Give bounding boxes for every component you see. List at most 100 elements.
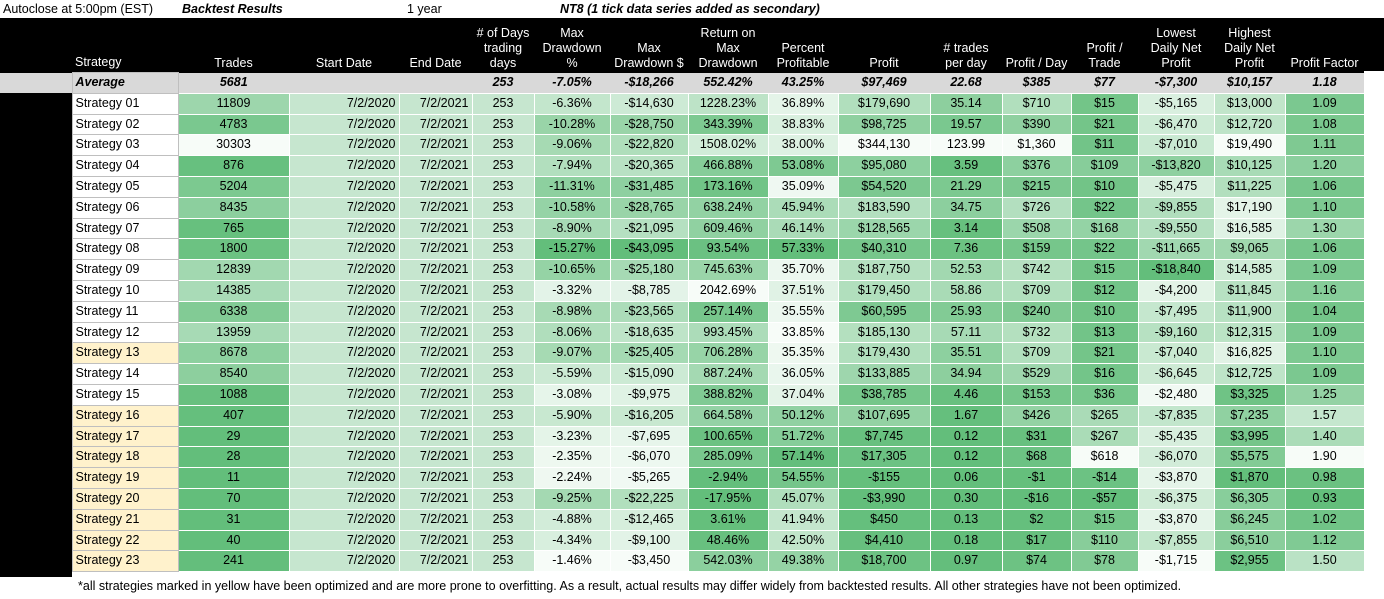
table-cell: 1.50 — [1284, 550, 1365, 573]
table-cell: $709 — [1001, 342, 1072, 365]
table-cell: 57.14% — [767, 446, 839, 469]
table-cell: $153 — [1001, 383, 1072, 406]
period-label: 1 year — [407, 2, 442, 16]
table-cell: 1.06 — [1284, 238, 1365, 261]
table-cell: $18,700 — [837, 550, 931, 573]
table-cell: 7/2/2020 — [288, 279, 400, 302]
table-cell: 7/2/2021 — [398, 134, 473, 157]
table-cell: 388.82% — [687, 383, 769, 406]
table-row: Strategy 18 28 7/2/2020 7/2/2021 253 -2.35% -$… — [0, 446, 1365, 469]
column-header: End Date — [399, 18, 472, 73]
table-cell: 100.65% — [687, 425, 769, 448]
column-header: Return on Max Drawdown — [688, 18, 768, 73]
table-cell: $11,845 — [1213, 279, 1286, 302]
report-title: Backtest Results — [182, 2, 283, 16]
table-cell: 253 — [471, 487, 535, 510]
table-cell: 8540 — [177, 363, 290, 385]
table-cell: 253 — [471, 446, 535, 469]
table-cell: 7/2/2021 — [398, 217, 473, 240]
table-cell: -$2,480 — [1137, 383, 1215, 406]
table-cell: -9.06% — [533, 134, 611, 157]
table-cell: 1.40 — [1284, 425, 1365, 448]
table-cell: 7/2/2020 — [288, 92, 400, 115]
column-header: Max Drawdown % — [534, 18, 610, 73]
table-cell: 7/2/2021 — [398, 425, 473, 448]
strategy-name: Strategy 23 — [71, 550, 179, 573]
table-cell: -17.95% — [687, 487, 769, 510]
table-cell: 7/2/2021 — [398, 529, 473, 552]
table-cell: 253 — [471, 259, 535, 281]
table-cell: $12,725 — [1213, 363, 1286, 385]
table-cell: -7.94% — [533, 155, 611, 177]
table-cell: -$22,820 — [609, 134, 689, 157]
table-cell: $36 — [1070, 383, 1139, 406]
row-blank — [0, 218, 72, 239]
strategy-name: Strategy 06 — [71, 196, 179, 219]
strategy-name: Strategy 10 — [71, 279, 179, 302]
table-cell: -$9,160 — [1137, 321, 1215, 344]
table-row: Strategy 03 30303 7/2/2020 7/2/2021 253 -9.06… — [0, 134, 1365, 157]
table-cell: $187,750 — [837, 259, 931, 281]
table-cell: $3,995 — [1213, 425, 1286, 448]
table-cell: $110 — [1070, 529, 1139, 552]
table-cell: $31 — [1001, 425, 1072, 448]
table-cell: 7/2/2020 — [288, 425, 400, 448]
autoclose-label: Autoclose at 5:00pm (EST) — [3, 2, 154, 16]
table-cell: -3.32% — [533, 279, 611, 302]
table-cell: 343.39% — [687, 113, 769, 136]
table-cell: -$6,645 — [1137, 363, 1215, 385]
table-cell: 1.02 — [1284, 508, 1365, 531]
table-cell: 7/2/2020 — [288, 134, 400, 157]
table-cell: 36.89% — [767, 92, 839, 115]
table-cell: 19.57 — [929, 113, 1003, 136]
table-row: Strategy 09 12839 7/2/2020 7/2/2021 253 -10.6… — [0, 259, 1365, 281]
table-cell: 38.00% — [767, 134, 839, 157]
table-cell: 46.14% — [767, 217, 839, 240]
table-cell: $390 — [1001, 113, 1072, 136]
table-cell: 7/2/2021 — [398, 92, 473, 115]
table-row: Strategy 14 8540 7/2/2020 7/2/2021 253 -5.59%… — [0, 363, 1365, 385]
table-cell: -2.35% — [533, 446, 611, 469]
table-cell: $68 — [1001, 446, 1072, 469]
column-header: Percent Profitable — [768, 18, 838, 73]
table-cell: 48.46% — [687, 529, 769, 552]
row-blank — [0, 176, 72, 198]
table-cell: $159 — [1001, 238, 1072, 261]
table-cell: $7,745 — [837, 425, 931, 448]
table-cell: -$23,565 — [609, 300, 689, 323]
table-cell: 7/2/2021 — [398, 300, 473, 323]
table-cell: 7/2/2021 — [398, 175, 473, 198]
table-cell: 253 — [471, 467, 535, 489]
table-cell: -$20,365 — [609, 155, 689, 177]
table-cell: $95,080 — [837, 155, 931, 177]
table-cell: $618 — [1070, 446, 1139, 469]
table-cell: 638.24% — [687, 196, 769, 219]
table-cell: -10.28% — [533, 113, 611, 136]
table-cell: 1.09 — [1284, 363, 1365, 385]
table-cell: $60,595 — [837, 300, 931, 323]
table-cell: $128,565 — [837, 217, 931, 240]
column-header: Profit — [838, 18, 930, 73]
table-cell: 1.06 — [1284, 175, 1365, 198]
table-cell: $14,585 — [1213, 259, 1286, 281]
table-cell: 7/2/2021 — [398, 467, 473, 489]
table-cell: -9.07% — [533, 342, 611, 365]
table-cell: -$22,225 — [609, 487, 689, 510]
table-cell: $240 — [1001, 300, 1072, 323]
table-cell: -10.58% — [533, 196, 611, 219]
table-cell: 0.06 — [929, 467, 1003, 489]
table-cell: 8435 — [177, 196, 290, 219]
table-cell: 14385 — [177, 279, 290, 302]
table-cell: 37.04% — [767, 383, 839, 406]
table-cell: 11 — [177, 467, 290, 489]
table-cell: 253 — [471, 238, 535, 261]
column-header: Trades — [178, 18, 289, 73]
table-cell: 45.94% — [767, 196, 839, 219]
table-cell: $179,450 — [837, 279, 931, 302]
average-cell — [399, 72, 472, 94]
table-cell: 7/2/2020 — [288, 113, 400, 136]
table-cell: 7/2/2020 — [288, 508, 400, 531]
table-cell: 0.18 — [929, 529, 1003, 552]
table-cell: $179,430 — [837, 342, 931, 365]
